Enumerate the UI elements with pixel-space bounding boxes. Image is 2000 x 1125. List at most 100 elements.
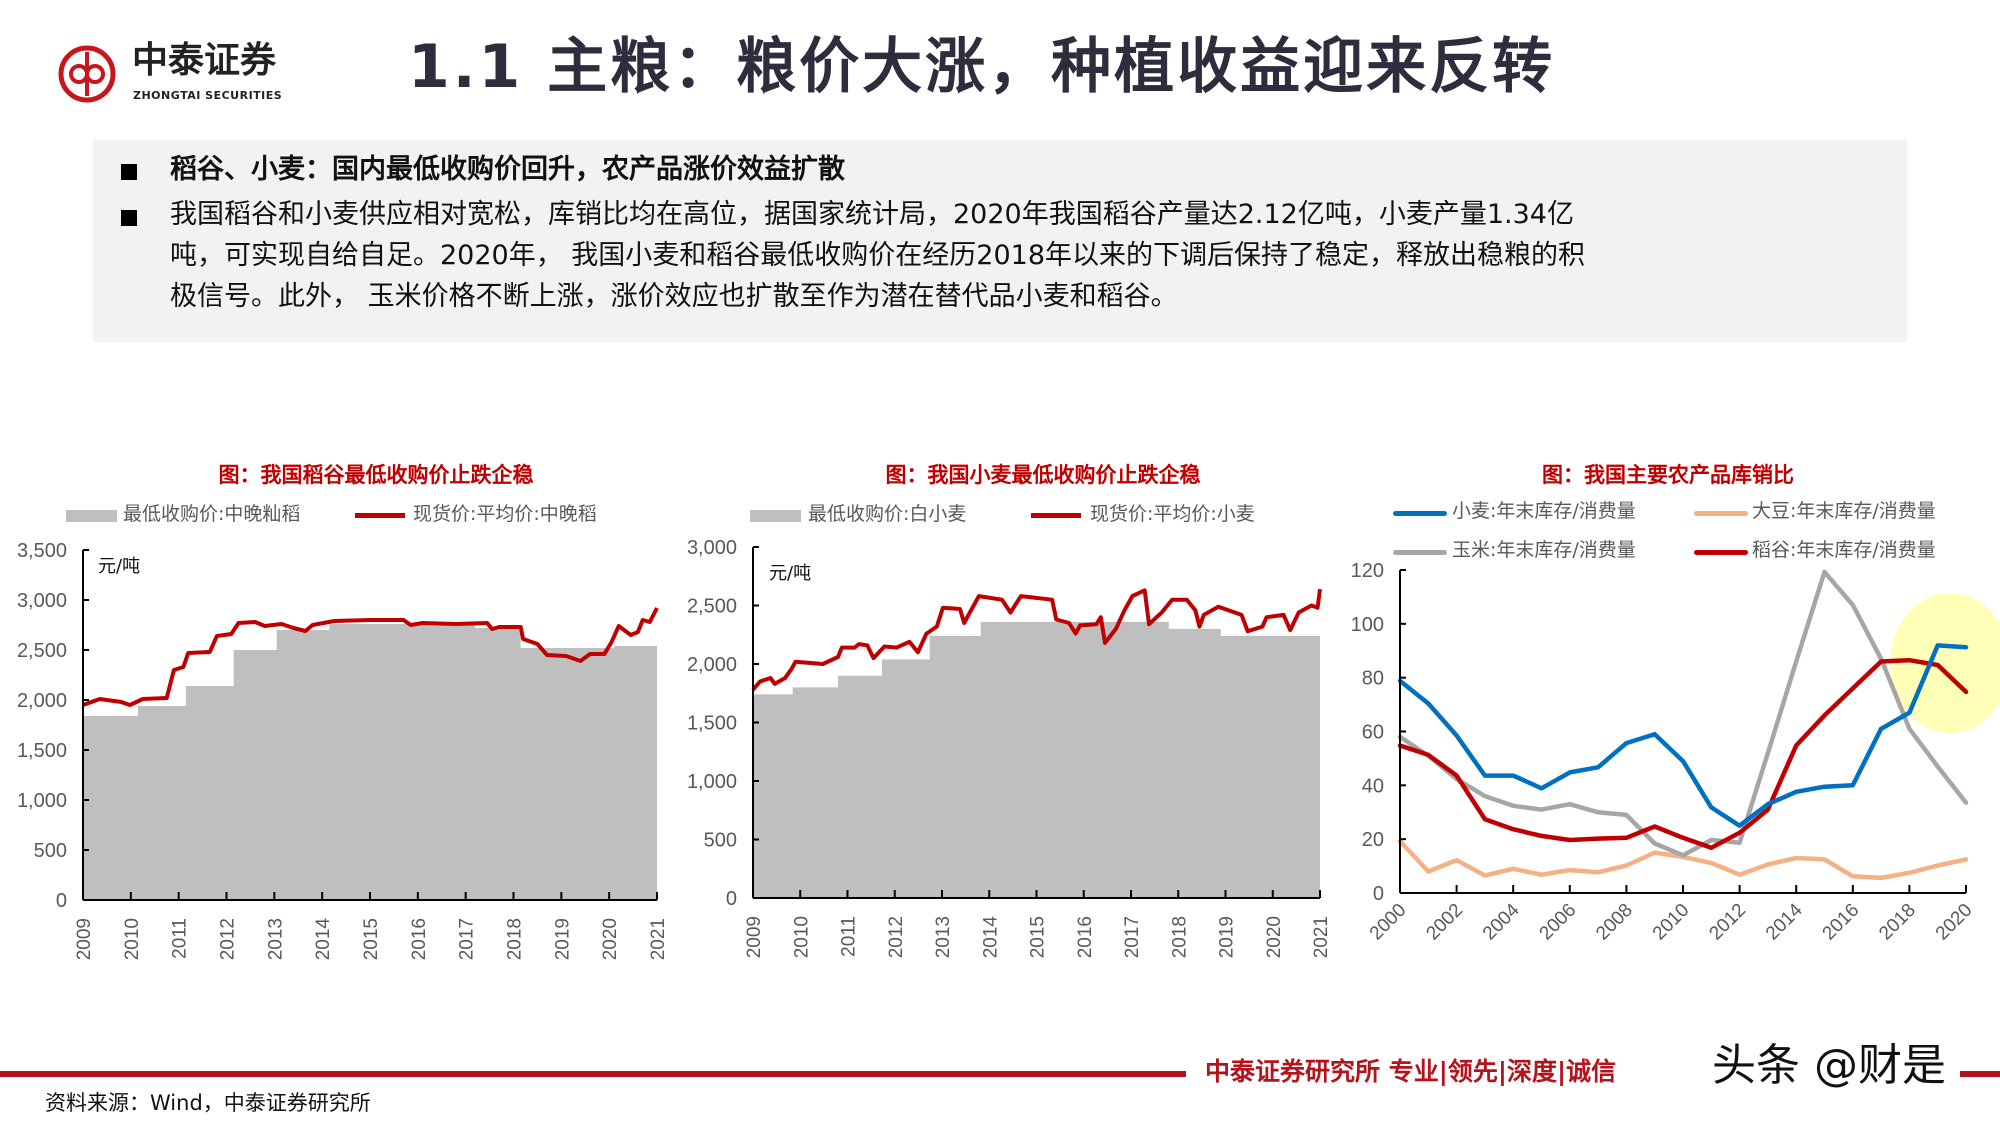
chart-title-wheat-price: 图：我国小麦最低收购价止跌企稳	[885, 463, 1201, 487]
y-tick-label: 2,000	[17, 690, 67, 712]
footer-slogan: 中泰证券研究所 专业|领先|深度|诚信	[1205, 1057, 1617, 1086]
chart-title-rice-price: 图：我国稻谷最低收购价止跌企稳	[218, 463, 534, 487]
logo	[57, 44, 117, 104]
y-tick-label: 1,500	[687, 713, 737, 735]
x-tick-label: 2021	[648, 918, 669, 960]
series-line-soybean	[1397, 838, 1969, 881]
y-tick-label: 60	[1362, 722, 1384, 744]
x-tick-label: 2014	[313, 918, 334, 961]
legend-swatch-wheat-min	[750, 510, 801, 522]
x-tick-label: 2017	[457, 918, 478, 960]
x-tick-label: 2019	[1217, 916, 1238, 958]
legend-label: 稻谷:年末库存/消费量	[1752, 539, 1936, 561]
summary-line: 吨，可实现自给自足。2020年， 我国小麦和稻谷最低收购价在经历2018年以来的…	[170, 240, 1586, 271]
summary-line: 我国稻谷和小麦供应相对宽松，库销比均在高位，据国家统计局，2020年我国稻谷产量…	[170, 199, 1574, 230]
x-tick-label: 2012	[1705, 900, 1750, 945]
watermark: 头条 @财是	[1712, 1040, 1946, 1091]
x-tick-label: 2020	[1932, 900, 1977, 945]
x-tick-label: 2019	[552, 918, 573, 960]
legend-swatch-corn	[1393, 550, 1447, 555]
y-tick-label: 40	[1362, 775, 1384, 797]
page-title: 1.1 主粮：粮价大涨，种植收益迎来反转	[408, 32, 1556, 102]
x-tick-label: 2010	[791, 916, 812, 958]
legend-swatch-soybean	[1694, 511, 1748, 516]
legend-label: 现货价:平均价:小麦	[1090, 503, 1255, 525]
legend-label: 最低收购价:中晚籼稻	[123, 503, 301, 525]
legend-label: 小麦:年末库存/消费量	[1452, 500, 1636, 522]
unit-label: 元/吨	[769, 563, 812, 584]
legend-swatch-rice-min	[66, 510, 117, 522]
bullet-icon	[121, 164, 137, 180]
x-tick-label: 2010	[1649, 900, 1694, 945]
legend-swatch-rice	[1694, 550, 1748, 555]
x-tick-label: 2000	[1366, 900, 1411, 945]
y-tick-label: 0	[1373, 883, 1384, 905]
series-line-rice	[1397, 657, 1969, 851]
y-tick-label: 500	[704, 830, 737, 852]
legend-label: 最低收购价:白小麦	[808, 503, 967, 525]
x-tick-label: 2018	[1169, 916, 1190, 958]
footer-divider	[1960, 1071, 2000, 1077]
x-tick-label: 2015	[361, 918, 382, 960]
spot-price-line	[82, 607, 659, 707]
legend-swatch-wheat	[1393, 511, 1447, 516]
series-line-wheat	[1397, 643, 1969, 828]
y-tick-label: 0	[726, 888, 737, 910]
x-tick-label: 2009	[744, 916, 765, 958]
x-tick-label: 2008	[1592, 900, 1637, 945]
legend-label: 大豆:年末库存/消费量	[1752, 500, 1936, 522]
y-tick-label: 1,000	[687, 771, 737, 793]
y-tick-label: 0	[56, 890, 67, 912]
legend-swatch-wheat-spot	[1031, 513, 1081, 518]
footer-divider	[0, 1071, 1186, 1077]
y-tick-label: 3,000	[687, 537, 737, 559]
x-tick-label: 2009	[74, 918, 95, 960]
summary-heading: 稻谷、小麦：国内最低收购价回升，农产品涨价效益扩散	[170, 154, 845, 185]
x-tick-label: 2004	[1479, 899, 1524, 944]
x-tick-label: 2002	[1422, 900, 1467, 945]
x-tick-label: 2021	[1311, 916, 1332, 958]
x-tick-label: 2011	[170, 918, 191, 959]
logo-mark-icon	[58, 45, 116, 103]
x-tick-label: 2016	[409, 918, 430, 960]
chart-title-stock-ratio: 图：我国主要农产品库销比	[1542, 463, 1794, 487]
y-tick-label: 2,500	[17, 640, 67, 662]
x-tick-label: 2012	[886, 916, 907, 958]
y-tick-label: 2,000	[687, 654, 737, 676]
x-tick-label: 2010	[122, 918, 143, 960]
legend-swatch-rice-spot	[355, 513, 405, 518]
summary-line: 极信号。此外， 玉米价格不断上涨，涨价效应也扩散至作为潜在替代品小麦和稻谷。	[170, 281, 1178, 312]
series-line-corn	[1397, 569, 1969, 858]
x-tick-label: 2013	[933, 916, 954, 958]
logo-subname: ZHONGTAI SECURITIES	[133, 89, 283, 102]
logo-name: 中泰证券	[132, 40, 277, 81]
x-tick-label: 2012	[218, 918, 239, 960]
min-price-area	[753, 621, 1320, 898]
x-tick-label: 2011	[839, 916, 860, 957]
legend-label: 玉米:年末库存/消费量	[1452, 539, 1636, 561]
y-tick-label: 500	[34, 840, 67, 862]
y-tick-label: 1,500	[17, 740, 67, 762]
x-tick-label: 2016	[1075, 916, 1096, 958]
x-tick-label: 2017	[1122, 916, 1143, 958]
legend-label: 现货价:平均价:中晚稻	[413, 503, 597, 525]
y-tick-label: 20	[1362, 829, 1384, 851]
min-price-area	[83, 624, 657, 900]
x-tick-label: 2016	[1819, 900, 1864, 945]
x-tick-label: 2020	[600, 918, 621, 960]
y-tick-label: 3,500	[17, 540, 67, 562]
x-tick-label: 2018	[1875, 900, 1920, 945]
source-note: 资料来源：Wind，中泰证券研究所	[45, 1091, 371, 1115]
y-tick-label: 120	[1351, 560, 1384, 582]
unit-label: 元/吨	[98, 556, 141, 577]
bullet-icon	[121, 210, 137, 226]
y-tick-label: 80	[1362, 668, 1384, 690]
x-tick-label: 2020	[1264, 916, 1285, 958]
x-tick-label: 2015	[1028, 916, 1049, 958]
y-tick-label: 2,500	[687, 596, 737, 618]
x-tick-label: 2014	[980, 916, 1001, 959]
summary-box: 稻谷、小麦：国内最低收购价回升，农产品涨价效益扩散 我国稻谷和小麦供应相对宽松，…	[93, 140, 1907, 342]
y-tick-label: 1,000	[17, 790, 67, 812]
spot-price-line	[751, 588, 1322, 692]
